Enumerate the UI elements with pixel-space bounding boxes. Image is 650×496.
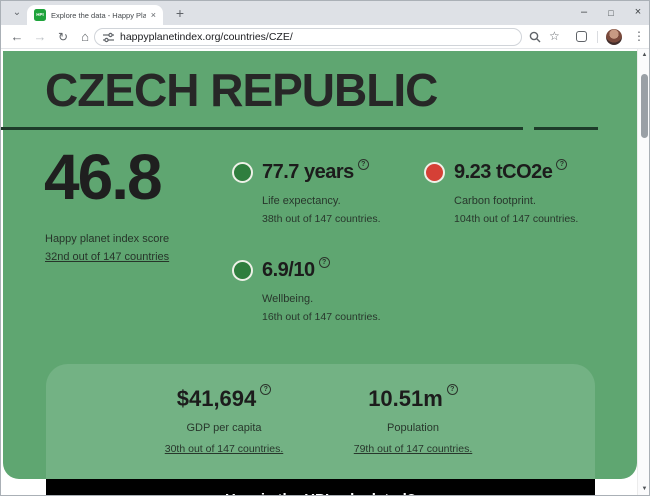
scroll-up-icon[interactable]: ▲ — [641, 52, 648, 58]
help-icon[interactable]: ? — [357, 159, 369, 170]
page-title: CZECH REPUBLIC — [45, 64, 438, 116]
title-divider — [1, 127, 523, 130]
help-icon[interactable]: ? — [446, 384, 458, 395]
population-block: 10.51m? Population 79th out of 147 count… — [293, 384, 533, 455]
stat-carbon-footprint: 9.23 tCO2e? Carbon footprint. 104th out … — [424, 159, 579, 225]
url-text[interactable]: happyplanetindex.org/countries/CZE/ — [120, 31, 293, 43]
stat-life-expectancy: 77.7 years? Life expectancy. 38th out of… — [232, 159, 381, 225]
wellbeing-label: Wellbeing. — [262, 293, 314, 305]
life-expectancy-dot-icon — [232, 162, 253, 183]
calculation-heading: How is the HPI calculated? — [46, 491, 595, 495]
reload-button[interactable]: ↻ — [57, 30, 69, 44]
hpi-favicon-icon: HPI — [34, 9, 46, 21]
scrollbar-thumb[interactable] — [641, 74, 648, 138]
scroll-down-icon[interactable]: ▼ — [641, 486, 648, 492]
site-settings-tune-icon[interactable] — [103, 32, 114, 43]
page-zoom-icon[interactable] — [529, 31, 541, 43]
forward-button[interactable]: → — [33, 29, 47, 44]
help-icon[interactable]: ? — [556, 159, 568, 170]
bookmark-star-icon[interactable]: ☆ — [549, 29, 560, 43]
gdp-per-capita-label: GDP per capita — [186, 422, 262, 434]
life-expectancy-rank: 38th out of 147 countries. — [262, 213, 381, 225]
profile-avatar[interactable] — [606, 29, 622, 45]
life-expectancy-value: 77.7 years — [262, 161, 354, 183]
carbon-footprint-label: Carbon footprint. — [454, 195, 536, 207]
wellbeing-value: 6.9/10 — [262, 259, 315, 281]
life-expectancy-label: Life expectancy. — [262, 195, 341, 207]
window-minimize-button[interactable]: – — [580, 6, 588, 18]
back-button[interactable]: ← — [10, 29, 24, 44]
extensions-icon[interactable] — [576, 31, 587, 42]
gdp-per-capita-block: $41,694? GDP per capita 30th out of 147 … — [104, 384, 344, 455]
carbon-footprint-dot-icon — [424, 162, 445, 183]
hpi-score-rank-link[interactable]: 32nd out of 147 countries — [45, 251, 170, 263]
hpi-score-label: Happy planet index score — [45, 233, 170, 245]
tab-strip: ⌄ HPI Explore the data - Happy Planet In… — [1, 1, 649, 25]
tab-title: Explore the data - Happy Planet Index — [51, 10, 146, 20]
country-hero-section: CZECH REPUBLIC 46.8 Happy planet index s… — [1, 51, 637, 479]
country-facts-card: $41,694? GDP per capita 30th out of 147 … — [46, 364, 595, 479]
new-tab-button[interactable]: + — [175, 5, 185, 21]
population-rank-link[interactable]: 79th out of 147 countries. — [353, 443, 473, 455]
window-maximize-button[interactable]: □ — [608, 8, 614, 18]
help-icon[interactable]: ? — [318, 257, 330, 268]
hpi-score-value: 46.8 — [44, 141, 163, 213]
window-close-button[interactable]: × — [634, 6, 642, 18]
tab-close-icon[interactable]: × — [150, 10, 156, 20]
gdp-per-capita-rank-link[interactable]: 30th out of 147 countries. — [164, 443, 284, 455]
page-content: CZECH REPUBLIC 46.8 Happy planet index s… — [1, 49, 649, 495]
tab-search-chevron-icon[interactable]: ⌄ — [12, 7, 22, 18]
gdp-per-capita-value: $41,694 — [176, 386, 257, 411]
toolbar-divider — [597, 31, 598, 43]
calculation-section: How is the HPI calculated? — [46, 479, 595, 495]
wellbeing-rank: 16th out of 147 countries. — [262, 311, 381, 323]
help-icon[interactable]: ? — [260, 384, 272, 395]
population-value: 10.51m — [368, 386, 443, 411]
browser-menu-icon[interactable]: ⋮ — [633, 29, 645, 43]
home-button[interactable]: ⌂ — [81, 29, 89, 44]
browser-toolbar: ← → ↻ ⌂ happyplanetindex.org/countries/C… — [1, 25, 649, 49]
wellbeing-dot-icon — [232, 260, 253, 281]
carbon-footprint-rank: 104th out of 147 countries. — [454, 213, 579, 225]
address-bar[interactable]: happyplanetindex.org/countries/CZE/ — [94, 28, 522, 46]
carbon-footprint-value: 9.23 tCO2e — [454, 161, 553, 183]
browser-tab[interactable]: HPI Explore the data - Happy Planet Inde… — [27, 5, 163, 25]
stat-wellbeing: 6.9/10? Wellbeing. 16th out of 147 count… — [232, 257, 381, 323]
page-scrollbar[interactable]: ▲ ▼ — [637, 49, 649, 495]
title-divider-segment — [534, 127, 598, 130]
population-label: Population — [387, 422, 439, 434]
